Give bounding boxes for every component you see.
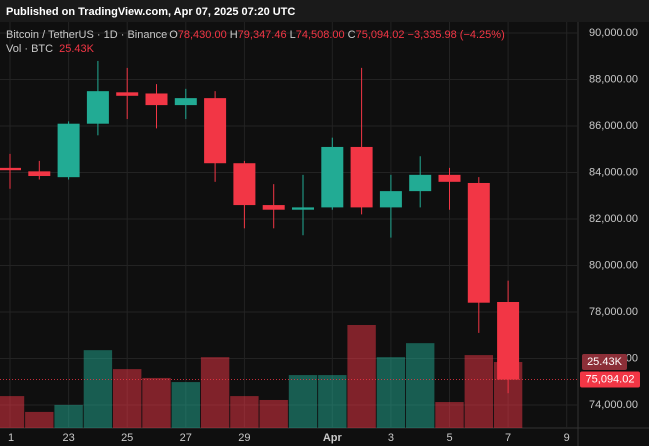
- volume-value-label: 25.43K: [587, 356, 623, 368]
- candle-body: [0, 167, 21, 171]
- candle-body: [350, 146, 373, 208]
- header-bar: [0, 0, 649, 22]
- volume-bar: [171, 382, 200, 428]
- candle-body: [28, 171, 51, 177]
- candle-body: [204, 98, 227, 164]
- volume-bar: [200, 357, 230, 428]
- candle-body: [174, 98, 197, 106]
- candle-body: [86, 91, 109, 124]
- volume-bar: [318, 375, 347, 428]
- volume-bar: [464, 355, 493, 428]
- candle-body: [321, 146, 344, 208]
- volume-bar: [347, 325, 376, 428]
- volume-bar: [435, 402, 464, 428]
- volume-bar: [142, 377, 171, 428]
- volume-bar: [259, 399, 288, 428]
- legend-change: −3,335.98: [408, 29, 457, 41]
- volume-bar: [0, 396, 25, 428]
- legend-key: O: [169, 29, 178, 41]
- y-tick-label: 90,000.00: [589, 27, 638, 39]
- legend-key: H: [230, 29, 238, 41]
- last-price-box: [580, 371, 640, 388]
- legend-value: 75,094.02: [356, 29, 405, 41]
- x-tick-label: Apr: [323, 432, 343, 444]
- volume-bar: [230, 396, 259, 428]
- x-tick-label: 9: [564, 432, 570, 444]
- volume-bar: [406, 343, 435, 428]
- volume-legend: Vol · BTC 25.43K: [6, 43, 95, 55]
- candle-body: [409, 174, 432, 192]
- x-tick-label: 5: [446, 432, 452, 444]
- candle-body: [233, 163, 256, 206]
- candle-body: [57, 123, 80, 178]
- legend-value: 78,430.00: [178, 29, 227, 41]
- y-tick-label: 78,000.00: [589, 306, 638, 318]
- y-tick-label: 88,000.00: [589, 73, 638, 85]
- legend-change-percent: (−4.25%): [460, 29, 505, 41]
- y-tick-label: 86,000.00: [589, 120, 638, 132]
- x-tick-label: 7: [505, 432, 511, 444]
- legend: Bitcoin / TetherUS · 1D · Binance O78,430…: [6, 29, 505, 41]
- last-price-label: 75,094.02: [586, 373, 635, 385]
- legend-key: L: [290, 29, 296, 41]
- candle-body: [116, 92, 139, 96]
- header-title: Published on TradingView.com, Apr 07, 20…: [6, 6, 295, 18]
- volume-title: Vol · BTC: [6, 43, 53, 55]
- y-tick-label: 84,000.00: [589, 166, 638, 178]
- candle-body: [145, 93, 168, 106]
- x-tick-label: 23: [62, 432, 74, 444]
- candle-body: [497, 302, 520, 380]
- volume-bar: [83, 350, 113, 428]
- volume-bar: [288, 375, 318, 428]
- candle-body: [467, 182, 490, 303]
- volume-value-box: [582, 354, 627, 371]
- volume-bar: [54, 404, 83, 428]
- candle-body: [292, 207, 314, 210]
- x-tick-label: 25: [121, 432, 133, 444]
- volume-bar: [113, 369, 142, 428]
- legend-symbol: Bitcoin / TetherUS · 1D · Binance: [6, 29, 167, 41]
- candle-body: [379, 191, 402, 208]
- y-tick-label: 82,000.00: [589, 213, 638, 225]
- candle-body: [438, 174, 461, 182]
- legend-key: C: [348, 29, 356, 41]
- y-tick-label: 80,000.00: [589, 259, 638, 271]
- x-tick-label: 27: [180, 432, 192, 444]
- candle-body: [262, 205, 285, 210]
- volume-bar: [376, 357, 406, 428]
- volume-bar: [25, 411, 54, 428]
- legend-value: 79,347.46: [238, 29, 287, 41]
- x-tick-label: 29: [238, 432, 250, 444]
- volume-legend-value: 25.43K: [59, 43, 95, 55]
- x-tick-label: 1: [8, 432, 14, 444]
- y-tick-label: 74,000.00: [589, 399, 638, 411]
- x-tick-label: 3: [388, 432, 394, 444]
- legend-value: 74,508.00: [296, 29, 345, 41]
